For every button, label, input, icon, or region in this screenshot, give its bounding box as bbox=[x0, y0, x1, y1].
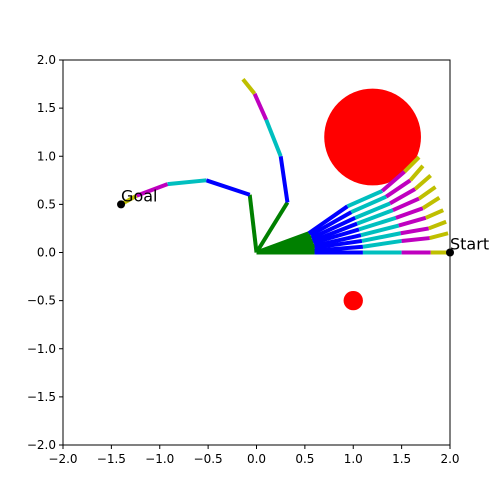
fan-arm-1-segment-3 bbox=[401, 236, 430, 243]
axis-ticks: −2.0 −1.5 −1.0 −0.5 0.0 0.5 1.0 1.5 2.0 −2.0 −1.5 −… bbox=[27, 53, 460, 466]
fan-arm-2-segment-2 bbox=[361, 231, 402, 243]
y-tick-label: 2.0 bbox=[37, 53, 56, 67]
goal-arm-segment-0 bbox=[247, 194, 259, 253]
goal-arm-segment-3 bbox=[135, 182, 169, 198]
y-tick-label: 0.5 bbox=[37, 197, 56, 211]
x-tick-label: −1.5 bbox=[97, 452, 126, 466]
fan-arm-7-segment-4 bbox=[408, 164, 425, 182]
fan-arm-1-segment-4 bbox=[429, 231, 449, 240]
y-tick-label: −1.5 bbox=[27, 390, 56, 404]
fan-arm-4-segment-1 bbox=[313, 227, 360, 245]
fan-arm-8-segment-3 bbox=[380, 170, 406, 193]
start-marker bbox=[446, 248, 454, 257]
fan-arm-3-segment-4 bbox=[425, 208, 445, 220]
goal-arm-segment-2 bbox=[167, 178, 207, 187]
fan-arm-5-segment-2 bbox=[356, 208, 394, 226]
x-tick-label: 2.0 bbox=[440, 452, 459, 466]
fan-arm-8-segment-4 bbox=[403, 155, 421, 174]
y-tick-label: −1.0 bbox=[27, 342, 56, 356]
x-tick-label: 0.5 bbox=[295, 452, 314, 466]
fan-arm-7-segment-2 bbox=[350, 194, 387, 214]
fan-arm-2-segment-4 bbox=[427, 219, 447, 231]
x-tick-label: 1.0 bbox=[344, 452, 363, 466]
x-tick-label: −1.0 bbox=[145, 452, 174, 466]
obstacle-0 bbox=[324, 88, 421, 186]
fan-arm-2-segment-3 bbox=[400, 226, 430, 236]
y-tick-label: −0.5 bbox=[27, 294, 56, 308]
fan-arm-5-segment-1 bbox=[311, 221, 358, 243]
fan-arm-7-segment-3 bbox=[385, 178, 412, 199]
fan-arm-5-segment-3 bbox=[392, 196, 420, 212]
start-label: Start bbox=[450, 235, 489, 254]
goal-marker bbox=[117, 200, 126, 209]
upright-arm-segment-0 bbox=[254, 201, 290, 254]
y-tick-label: 1.0 bbox=[37, 149, 56, 163]
fan-arm-6-segment-1 bbox=[310, 216, 357, 240]
fan-arm-6-segment-3 bbox=[389, 187, 417, 206]
x-tick-label: −2.0 bbox=[48, 452, 77, 466]
fan-arm-6-segment-4 bbox=[413, 173, 432, 191]
fan-arm-4-segment-3 bbox=[395, 206, 424, 220]
fan-arm-1-segment-1 bbox=[314, 244, 364, 253]
fan-arm-3-segment-1 bbox=[314, 233, 362, 248]
upright-arm-segment-4 bbox=[241, 77, 257, 95]
fan-arm-8-segment-1 bbox=[307, 204, 349, 235]
y-tick-label: 1.5 bbox=[37, 101, 56, 115]
upright-arm-segment-1 bbox=[278, 155, 290, 203]
y-tick-label: 0.0 bbox=[37, 246, 56, 260]
goal-label: Goal bbox=[121, 186, 157, 205]
fan-arm-4-segment-2 bbox=[358, 215, 397, 232]
upright-arm-segment-2 bbox=[264, 118, 283, 157]
fan-arm-3-segment-2 bbox=[360, 223, 400, 238]
x-tick-label: 0.0 bbox=[247, 452, 266, 466]
y-tick-label: −2.0 bbox=[27, 438, 56, 452]
x-tick-label: −0.5 bbox=[194, 452, 223, 466]
fan-arm-8-segment-0 bbox=[255, 231, 310, 255]
goal-arm-segment-1 bbox=[205, 178, 251, 197]
x-tick-label: 1.5 bbox=[392, 452, 411, 466]
obstacle-1 bbox=[343, 290, 363, 311]
fan-arm-2-segment-1 bbox=[314, 238, 363, 250]
fan-arm-7-segment-1 bbox=[309, 210, 353, 237]
fan-arm-6-segment-2 bbox=[354, 201, 391, 220]
fan-arm-8-segment-2 bbox=[346, 189, 384, 209]
fan-arm-3-segment-3 bbox=[398, 215, 427, 228]
fan-arm-1-segment-2 bbox=[362, 238, 402, 249]
annotations: Start Goal bbox=[117, 186, 489, 257]
fan-arm-5-segment-4 bbox=[417, 185, 437, 201]
upright-arm-segment-3 bbox=[252, 92, 269, 121]
plot-content bbox=[120, 77, 450, 311]
fan-arm-4-segment-4 bbox=[421, 195, 441, 210]
